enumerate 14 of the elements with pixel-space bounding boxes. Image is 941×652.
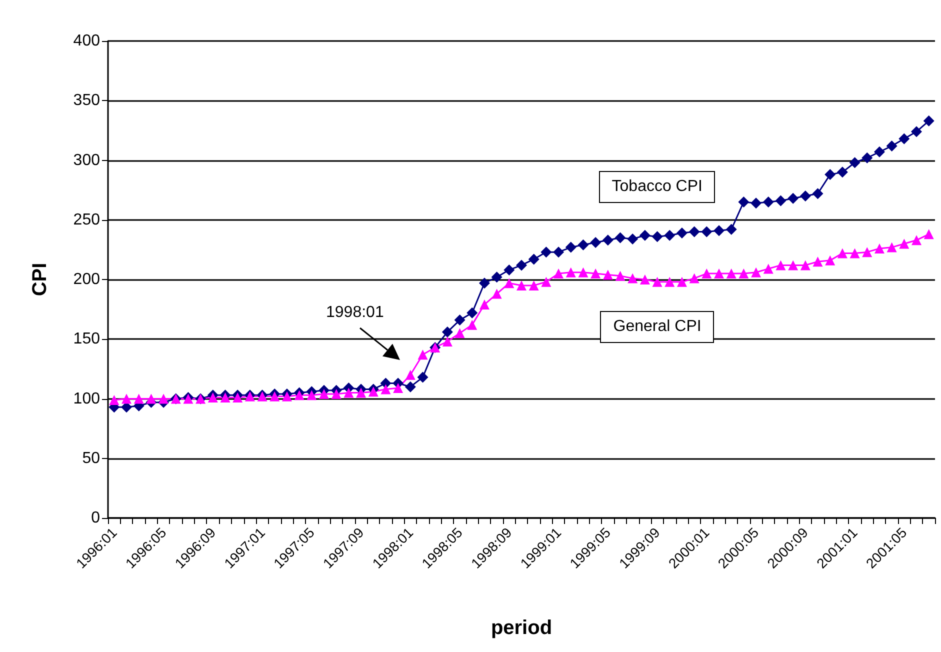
y-tick-label: 0 [91, 510, 100, 526]
x-axis-title: period [490, 617, 552, 639]
y-tick-label: 100 [73, 390, 100, 408]
text: Tobacco CPI [598, 170, 716, 203]
annotation: 1998:01 [326, 304, 384, 322]
y-tick-label: 300 [73, 152, 100, 169]
y-tick-label: 250 [73, 211, 100, 228]
text: General CPI [600, 310, 714, 343]
y-tick-label: 400 [73, 32, 100, 50]
y-tick-label: 150 [73, 330, 100, 348]
y-tick-label: 350 [73, 92, 100, 110]
y-axis-title: CPI [29, 262, 51, 296]
y-tick-label: 50 [82, 450, 100, 467]
y-tick-label: 200 [73, 271, 100, 288]
